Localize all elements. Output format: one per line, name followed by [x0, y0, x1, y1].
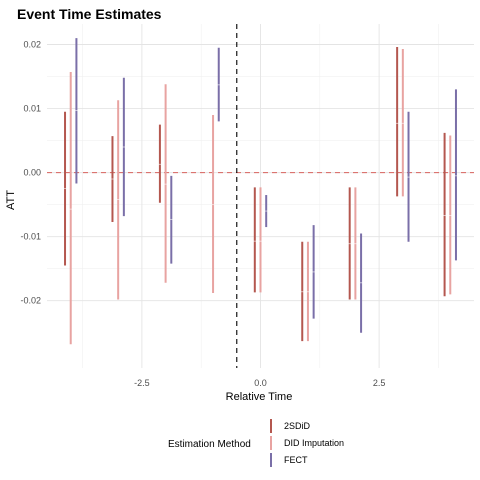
y-tick-label: 0.00 [23, 168, 41, 178]
y-tick-label: -0.02 [20, 296, 41, 306]
legend-label-fect: FECT [284, 455, 308, 465]
legend-title: Estimation Method [168, 439, 251, 450]
chart-title: Event Time Estimates [17, 6, 162, 22]
y-axis-ticks: -0.02 -0.01 0.00 0.01 0.02 [20, 39, 41, 305]
x-axis-ticks: -2.5 0.0 2.5 [134, 378, 385, 388]
legend: Estimation Method 2SDiD DID Imputation FEC… [168, 419, 344, 467]
y-axis-label: ATT [5, 190, 17, 210]
x-axis-label: Relative Time [226, 391, 293, 403]
legend-label-2sdid: 2SDiD [284, 421, 311, 431]
x-tick-label: 2.5 [373, 378, 386, 388]
y-tick-label: 0.02 [23, 39, 41, 49]
legend-label-did-imputation: DID Imputation [284, 438, 344, 448]
error-bars [63, 38, 458, 345]
x-tick-label: 0.0 [254, 378, 267, 388]
y-tick-label: -0.01 [20, 232, 41, 242]
x-tick-label: -2.5 [134, 378, 150, 388]
y-tick-label: 0.01 [23, 104, 41, 114]
